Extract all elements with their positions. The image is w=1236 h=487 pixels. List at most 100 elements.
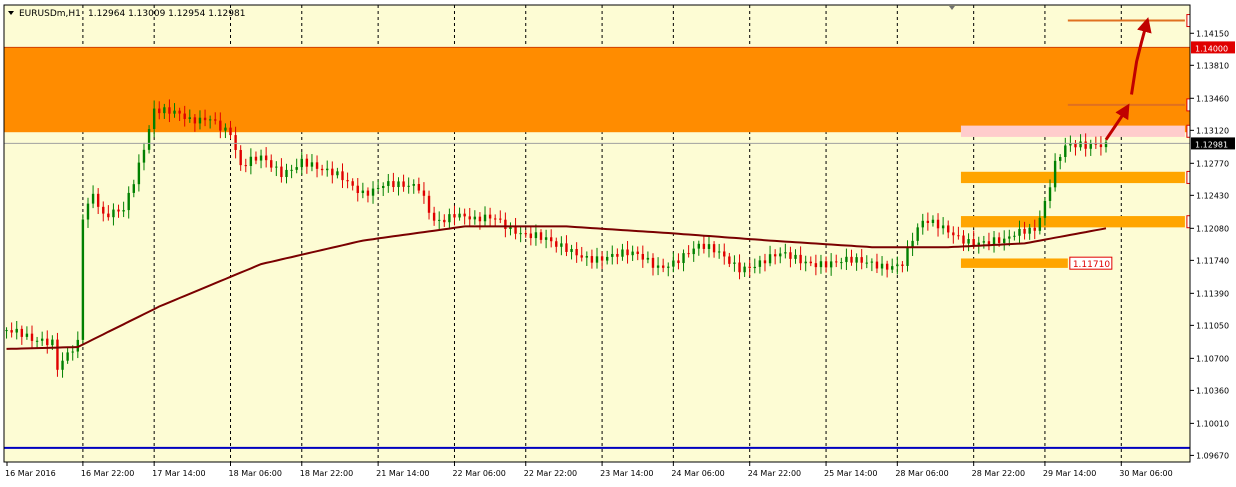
candle-body [931, 219, 935, 223]
x-tick-label: 16 Mar 2016 [5, 469, 56, 478]
candle-body [5, 330, 8, 332]
shift-marker-icon[interactable] [949, 6, 955, 10]
y-tick-label: 1.10700 [1196, 354, 1229, 363]
candle-body [158, 108, 161, 114]
candle-body [1033, 227, 1036, 231]
candle-body [672, 260, 675, 267]
candle-body [407, 185, 410, 187]
candle-body [733, 262, 736, 264]
candle-body [96, 193, 100, 207]
y-tick-label: 1.13120 [1196, 126, 1229, 135]
candle-body [346, 180, 349, 182]
candle-body [249, 156, 253, 166]
candle-body [499, 218, 502, 220]
level-band-1.11710 [960, 258, 1068, 268]
candle-body [962, 235, 965, 244]
price-axis[interactable]: 1.14150 1.13810 1.13460 1.13120 1.12770 1.124… [1190, 0, 1236, 487]
candle-body [947, 225, 950, 233]
candle-body [310, 162, 314, 167]
time-axis[interactable]: 16 Mar 2016 16 Mar 22:00 17 Mar 14:00 18 Ma… [0, 462, 1190, 487]
candle-body [534, 232, 538, 239]
x-tick-label: 21 Mar 14:00 [376, 469, 429, 478]
candle-body [1048, 187, 1052, 201]
candle-body [977, 242, 980, 246]
candle-body [626, 249, 629, 256]
y-tick-label: 1.11050 [1196, 321, 1229, 330]
candle-body [595, 256, 599, 263]
x-tick-label: 17 Mar 14:00 [152, 469, 205, 478]
x-tick-label: 30 Mar 06:00 [1119, 469, 1172, 478]
resistance-zone [4, 46, 1190, 133]
x-tick-label: 29 Mar 14:00 [1043, 469, 1096, 478]
candle-body [1059, 157, 1062, 161]
candle-body [432, 212, 436, 221]
candle-body [71, 351, 74, 353]
candle-body [799, 254, 802, 264]
candle-body [621, 249, 624, 257]
candle-body [646, 257, 650, 260]
x-tick-label: 22 Mar 06:00 [452, 469, 505, 478]
candle-body [697, 243, 701, 249]
candle-body [219, 120, 222, 131]
candle-body [590, 256, 594, 263]
candle-body [56, 339, 59, 370]
candle-body [850, 256, 853, 263]
candle-body [412, 183, 415, 186]
candle-body [687, 253, 690, 255]
candle-body [738, 262, 741, 273]
candle-body [331, 168, 334, 176]
candle-body [789, 252, 792, 259]
candle-body [529, 233, 533, 239]
level-label-1.11710: 1.11710 [1073, 260, 1110, 270]
candle-body [376, 187, 380, 189]
y-tick-label: 1.13810 [1196, 61, 1229, 70]
candle-body [366, 190, 370, 196]
candle-body [122, 210, 125, 212]
candle-body [870, 261, 874, 263]
candle-body [10, 330, 13, 333]
candle-body [81, 219, 85, 340]
candle-body [585, 256, 589, 258]
candle-body [692, 248, 695, 255]
candle-body [488, 214, 492, 219]
current-price-tag [1191, 137, 1235, 150]
y-tick-label: 1.10360 [1196, 386, 1229, 395]
candle-body [987, 241, 991, 245]
candle-body [753, 266, 756, 269]
candle-body [580, 255, 583, 258]
candle-body [723, 251, 726, 257]
candle-body [417, 183, 421, 191]
candle-body [254, 156, 258, 161]
candle-body [356, 185, 359, 194]
candle-body [336, 171, 339, 176]
x-tick-label: 22 Mar 22:00 [524, 469, 577, 478]
candle-body [906, 247, 909, 266]
candle-body [544, 237, 548, 240]
candle-body [40, 338, 44, 341]
candle-body [600, 256, 604, 261]
candle-body [1018, 228, 1021, 236]
x-tick-label: 24 Mar 22:00 [748, 469, 801, 478]
candle-body [1064, 145, 1067, 158]
candle-body [285, 169, 288, 178]
candle-body [371, 188, 375, 196]
candle-body [224, 127, 227, 131]
level-bands [960, 125, 1185, 268]
candle-body [422, 190, 426, 196]
candle-body [392, 181, 395, 188]
candle-body [1008, 236, 1011, 239]
candle-body [773, 254, 777, 257]
candle-body [860, 257, 863, 263]
candle-body [911, 240, 914, 248]
collapse-triangle-icon[interactable] [8, 11, 14, 15]
candle-body [15, 328, 18, 333]
resistance-price-label: 1.14000 [1195, 44, 1228, 53]
candle-body [677, 260, 680, 264]
candle-body [152, 108, 156, 130]
candle-body [835, 261, 838, 263]
x-tick-label: 28 Mar 06:00 [895, 469, 948, 478]
resistance-zone-rect [4, 47, 1190, 133]
candle-body [214, 119, 217, 121]
